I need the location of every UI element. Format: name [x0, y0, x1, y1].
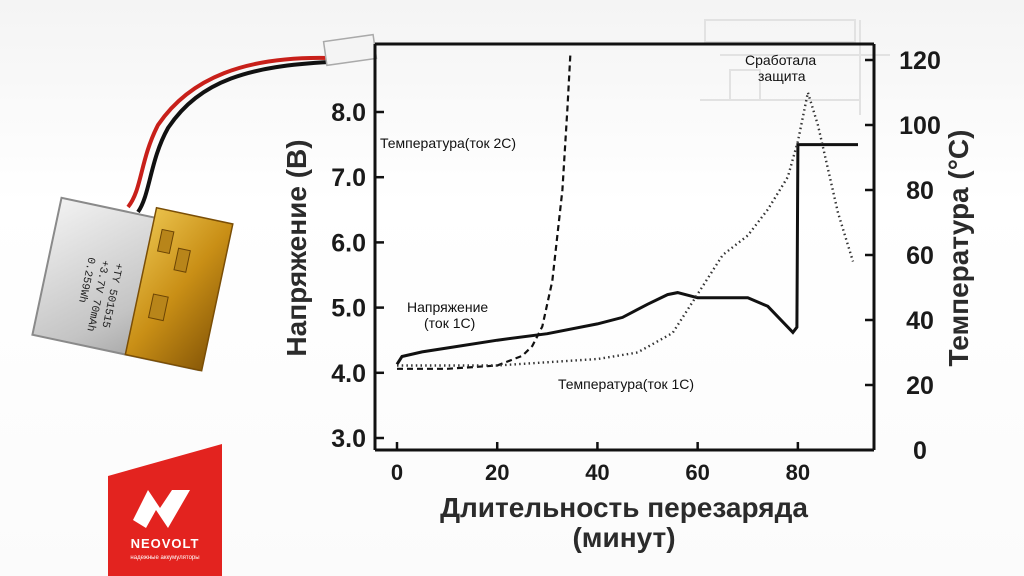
y-left-tick-label: 6.0 — [331, 229, 366, 257]
connector — [322, 33, 378, 67]
left-axis-ticks: 3.0 4.0 5.0 6.0 7.0 8.0 — [331, 99, 384, 453]
y-right-tick-label: 40 — [906, 307, 934, 335]
battery-wire-black — [136, 60, 331, 214]
annotation-protection-line2: защита — [758, 68, 806, 84]
y-right-tick-label: 60 — [906, 242, 934, 270]
y-left-title: Напряжение (В) — [281, 139, 312, 356]
voltage-1c-line — [395, 143, 858, 366]
x-tick-label: 60 — [685, 460, 709, 485]
logo-mark — [133, 490, 190, 528]
x-tick-label: 20 — [485, 460, 509, 485]
logo-tagline: надежные аккумуляторы — [130, 555, 199, 561]
battery-pcb — [124, 206, 234, 372]
right-axis-ticks: 0 20 40 60 80 100 120 — [865, 47, 941, 465]
y-right-tick-label: 20 — [906, 372, 934, 400]
y-right-tick-label: 100 — [899, 112, 941, 140]
x-tick-label: 40 — [585, 460, 609, 485]
x-axis-ticks: 0 20 40 60 80 — [391, 442, 810, 485]
x-tick-label: 80 — [786, 460, 810, 485]
y-left-tick-label: 3.0 — [331, 425, 366, 453]
battery-illustration: +TY 501515 +3.7V 70mAh 0.259Wh — [31, 33, 378, 372]
annotation-temp-2c: Температура(ток 2С) — [380, 135, 516, 151]
temperature-2c-line — [397, 53, 572, 370]
y-right-tick-label: 0 — [913, 437, 927, 465]
annotation-temp-1c: Температура(ток 1С) — [558, 376, 694, 392]
annotation-protection-line1: Сработала — [745, 52, 816, 68]
y-right-tick-label: 80 — [906, 177, 934, 205]
x-title-line2: (минут) — [572, 522, 675, 553]
x-title-line1: Длительность перезаряда — [440, 492, 808, 523]
y-left-tick-label: 4.0 — [331, 360, 366, 388]
annotation-voltage-line1: Напряжение — [407, 299, 488, 315]
background-schematic — [700, 19, 890, 115]
battery-wire-red — [126, 55, 331, 209]
x-tick-label: 0 — [391, 460, 403, 485]
annotation-voltage-line2: (ток 1С) — [424, 315, 475, 331]
y-right-tick-label: 120 — [899, 47, 941, 75]
logo-brand: NEOVOLT — [131, 536, 200, 551]
y-left-tick-label: 8.0 — [331, 99, 366, 127]
y-left-tick-label: 7.0 — [331, 164, 366, 192]
y-left-tick-label: 5.0 — [331, 295, 366, 323]
neovolt-logo: NEOVOLT надежные аккумуляторы — [108, 444, 222, 576]
y-right-title: Температура (°С) — [943, 130, 974, 367]
